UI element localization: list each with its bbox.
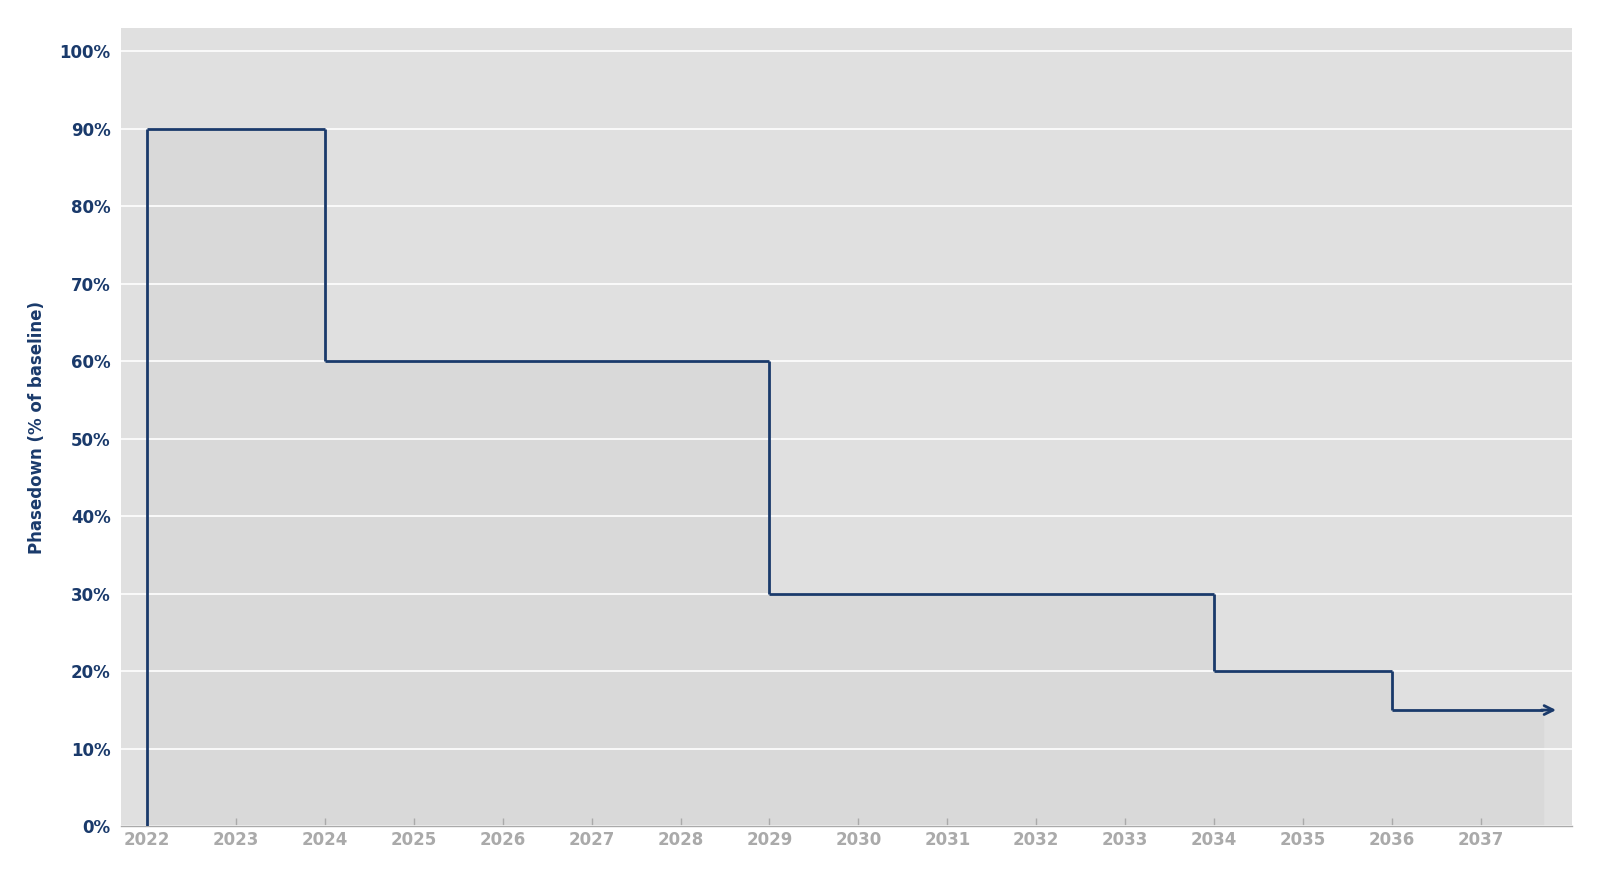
Polygon shape: [147, 129, 1542, 826]
Y-axis label: Phasedown (% of baseline): Phasedown (% of baseline): [27, 301, 46, 553]
